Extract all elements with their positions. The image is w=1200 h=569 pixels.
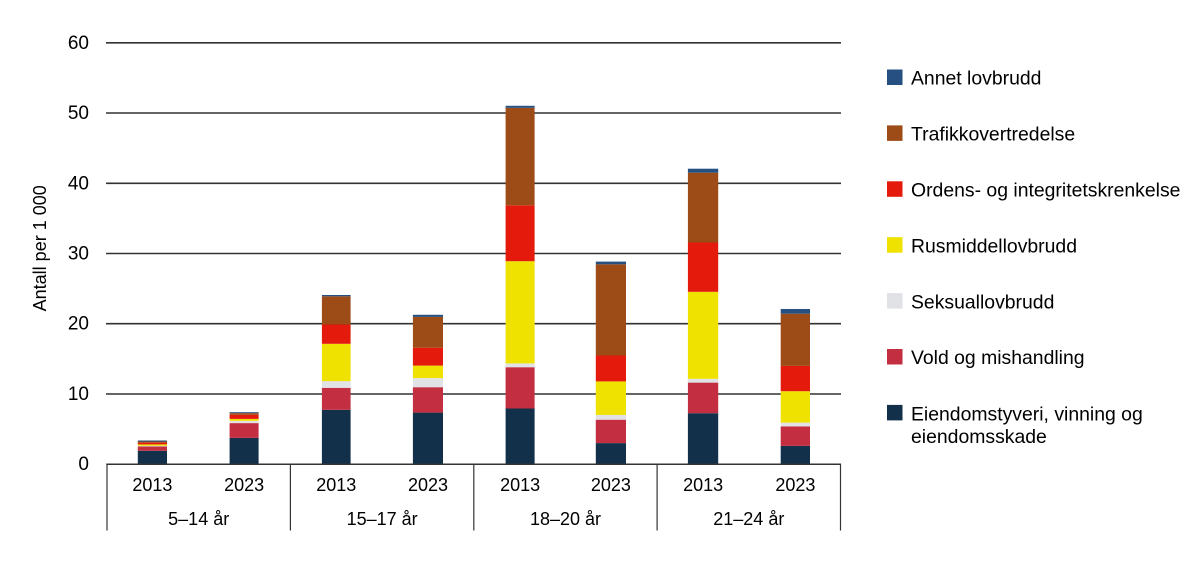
svg-text:18–20 år: 18–20 år — [530, 509, 601, 529]
svg-text:eiendomsskade: eiendomsskade — [911, 426, 1047, 448]
svg-text:5–14 år: 5–14 år — [168, 509, 229, 529]
svg-text:21–24 år: 21–24 år — [713, 509, 784, 529]
svg-text:50: 50 — [68, 103, 89, 124]
svg-text:2023: 2023 — [408, 475, 448, 495]
svg-text:2023: 2023 — [775, 475, 815, 495]
svg-text:Rusmiddellovbrudd: Rusmiddellovbrudd — [911, 235, 1077, 257]
svg-text:2023: 2023 — [224, 475, 264, 495]
svg-text:Vold og mishandling: Vold og mishandling — [911, 347, 1085, 369]
svg-text:40: 40 — [68, 173, 89, 194]
svg-text:20: 20 — [68, 314, 89, 335]
svg-text:30: 30 — [68, 244, 89, 265]
svg-text:2013: 2013 — [500, 475, 540, 495]
svg-text:15–17 år: 15–17 år — [347, 509, 418, 529]
svg-text:Seksuallovbrudd: Seksuallovbrudd — [911, 291, 1054, 313]
svg-text:Trafikkovertredelse: Trafikkovertredelse — [911, 124, 1075, 146]
svg-text:2023: 2023 — [591, 475, 631, 495]
svg-text:2013: 2013 — [683, 475, 723, 495]
svg-text:2013: 2013 — [132, 475, 172, 495]
svg-text:2013: 2013 — [316, 475, 356, 495]
svg-text:10: 10 — [68, 384, 89, 405]
svg-text:Annet lovbrudd: Annet lovbrudd — [911, 68, 1041, 90]
svg-text:0: 0 — [78, 454, 89, 475]
svg-text:Antall per 1 000: Antall per 1 000 — [30, 185, 50, 311]
svg-text:Ordens- og integritetskrenkels: Ordens- og integritetskrenkelse — [911, 180, 1180, 202]
svg-text:60: 60 — [68, 33, 89, 54]
svg-text:Eiendomstyveri, vinning og: Eiendomstyveri, vinning og — [911, 404, 1143, 426]
